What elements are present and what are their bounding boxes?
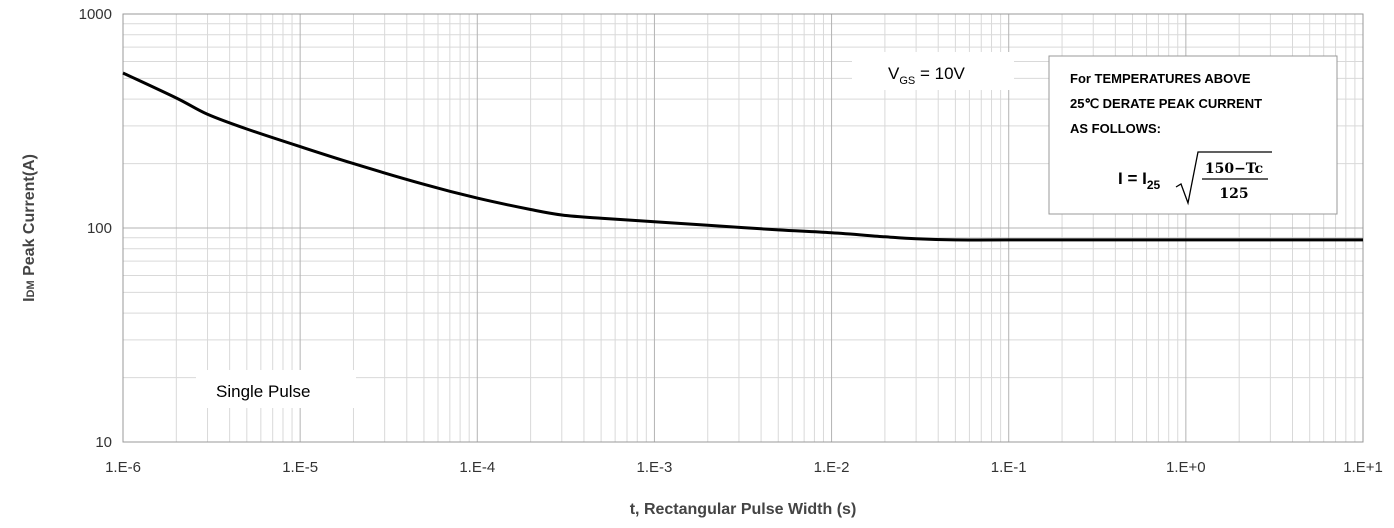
formula-denominator: 125: [1219, 186, 1248, 202]
y-tick-label: 10: [95, 434, 112, 451]
pulse-label: Single Pulse: [216, 382, 311, 401]
note-line-1: For TEMPERATURES ABOVE: [1070, 71, 1251, 86]
x-tick-label: 1.E+1: [1343, 459, 1383, 476]
pulse-annotation: Single Pulse: [196, 370, 356, 408]
formula-numerator: 150−Tc: [1205, 161, 1263, 177]
vgs-annotation-box: [852, 52, 1014, 90]
pulse-annotation-box: [196, 370, 356, 408]
vgs-label-rest: = 10V: [915, 64, 965, 83]
y-axis-title: IDM Peak Current(A): [21, 154, 38, 302]
vgs-label-main: V: [888, 64, 900, 83]
x-tick-label: 1.E-1: [991, 459, 1027, 476]
x-tick-label: 1.E-6: [105, 459, 141, 476]
x-tick-label: 1.E-3: [636, 459, 672, 476]
formula-lhs: I = I: [1118, 169, 1147, 188]
y-tick-label: 1000: [79, 6, 112, 23]
y-axis-title-main: I: [21, 297, 38, 301]
x-tick-label: 1.E-5: [282, 459, 318, 476]
sqrt-symbol: [1175, 151, 1272, 206]
formula-sub: 25: [1147, 178, 1161, 192]
svg-text:VGS = 10V: VGS = 10V: [888, 64, 966, 87]
y-axis-title-rest: Peak Current(A): [21, 154, 38, 280]
x-axis-title: t, Rectangular Pulse Width (s): [630, 501, 857, 518]
y-tick-label: 100: [87, 220, 112, 237]
x-tick-labels: 1.E-6 1.E-5 1.E-4 1.E-3 1.E-2 1.E-1 1.E+0 1.E+1: [105, 459, 1383, 476]
y-axis-title-sub: DM: [25, 280, 37, 297]
svg-text:I = I25: I = I25: [1118, 169, 1161, 192]
x-tick-label: 1.E+0: [1166, 459, 1206, 476]
x-tick-label: 1.E-2: [814, 459, 850, 476]
derating-note-box: [1048, 55, 1338, 215]
note-line-3: AS FOLLOWS:: [1070, 121, 1161, 136]
note-line-2: 25℃ DERATE PEAK CURRENT: [1070, 96, 1262, 111]
x-tick-label: 1.E-4: [459, 459, 495, 476]
vgs-annotation: VGS = 10V: [852, 52, 1014, 90]
y-tick-labels: 10 100 1000: [79, 6, 112, 451]
vgs-label-sub: GS: [899, 75, 915, 87]
plot-frame: [122, 13, 1364, 443]
series-line-peak-current: [122, 71, 1363, 242]
derating-note: For TEMPERATURES ABOVE 25℃ DERATE PEAK C…: [1048, 55, 1338, 215]
